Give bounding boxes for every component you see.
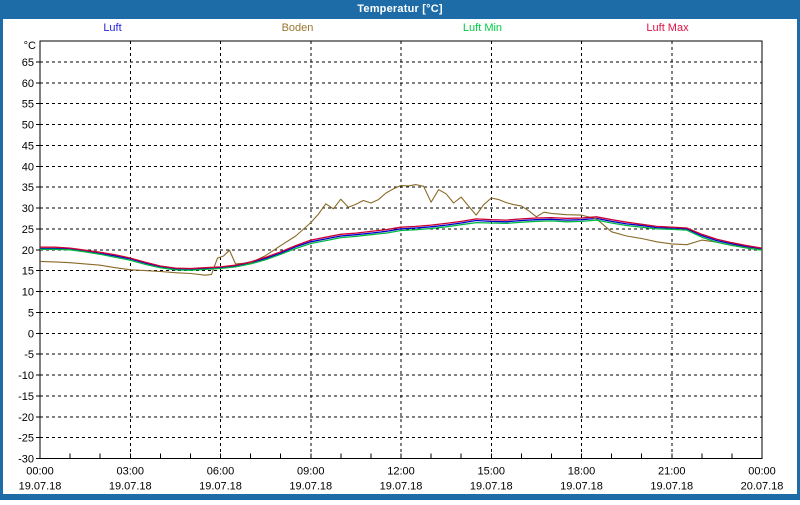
svg-text:15: 15 — [22, 266, 34, 278]
svg-text:-25: -25 — [18, 433, 34, 445]
series-luft-max — [40, 216, 763, 270]
svg-text:00:00: 00:00 — [748, 466, 776, 478]
svg-text:03:00: 03:00 — [116, 466, 144, 478]
svg-text:21:00: 21:00 — [658, 466, 686, 478]
legend-item-boden: Boden — [281, 22, 314, 34]
svg-text:30: 30 — [22, 203, 34, 215]
x-axis-labels: 00:00 19.07.18 03:00 19.07.18 06:00 19.07.18 0… — [19, 466, 784, 493]
legend-item-luft: Luft — [103, 22, 122, 34]
svg-text:19.07.18: 19.07.18 — [289, 481, 332, 493]
series-luft — [40, 217, 763, 271]
svg-text:65: 65 — [22, 57, 34, 69]
svg-text:55: 55 — [22, 99, 34, 111]
svg-text:35: 35 — [22, 182, 34, 194]
chart-legend: Luft Boden Luft Min Luft Max — [20, 19, 780, 38]
svg-text:60: 60 — [22, 78, 34, 90]
window-frame-right — [797, 19, 800, 500]
svg-text:-30: -30 — [18, 454, 34, 466]
series-boden — [39, 184, 763, 276]
window-frame-bottom — [0, 494, 800, 500]
svg-text:10: 10 — [22, 287, 34, 299]
gridlines — [40, 41, 762, 459]
legend-item-luft-min: Luft Min — [462, 22, 503, 34]
svg-text:45: 45 — [22, 140, 34, 152]
window-title-bar: Temperatur [°C] — [0, 0, 800, 19]
x-axis-ticks — [39, 453, 763, 459]
svg-text:06:00: 06:00 — [207, 466, 235, 478]
svg-text:40: 40 — [22, 161, 34, 173]
svg-text:-15: -15 — [18, 391, 34, 403]
svg-text:19.07.18: 19.07.18 — [470, 481, 513, 493]
svg-text:-10: -10 — [18, 370, 34, 382]
svg-text:0: 0 — [28, 328, 34, 340]
svg-text:15:00: 15:00 — [477, 466, 505, 478]
svg-text:19.07.18: 19.07.18 — [380, 481, 423, 493]
svg-text:°C: °C — [24, 40, 36, 52]
svg-text:00:00: 00:00 — [26, 466, 54, 478]
svg-text:19.07.18: 19.07.18 — [19, 481, 62, 493]
svg-text:5: 5 — [28, 307, 34, 319]
svg-text:20.07.18: 20.07.18 — [741, 481, 784, 493]
svg-text:50: 50 — [22, 120, 34, 132]
svg-text:20: 20 — [22, 245, 34, 257]
svg-text:12:00: 12:00 — [387, 466, 415, 478]
window-title: Temperatur [°C] — [357, 3, 443, 15]
svg-text:19.07.18: 19.07.18 — [109, 481, 152, 493]
series-luft-min — [40, 219, 763, 271]
svg-text:-5: -5 — [24, 349, 34, 361]
svg-text:-20: -20 — [18, 412, 34, 424]
svg-text:09:00: 09:00 — [297, 466, 325, 478]
svg-text:19.07.18: 19.07.18 — [199, 481, 242, 493]
svg-text:19.07.18: 19.07.18 — [650, 481, 693, 493]
window-frame-left — [0, 19, 3, 500]
svg-text:25: 25 — [22, 224, 34, 236]
y-axis-labels: 65605550454035302520151050-5-10-15-20-25… — [18, 40, 40, 466]
svg-text:18:00: 18:00 — [568, 466, 596, 478]
svg-text:19.07.18: 19.07.18 — [560, 481, 603, 493]
legend-item-luft-max: Luft Max — [646, 22, 689, 34]
